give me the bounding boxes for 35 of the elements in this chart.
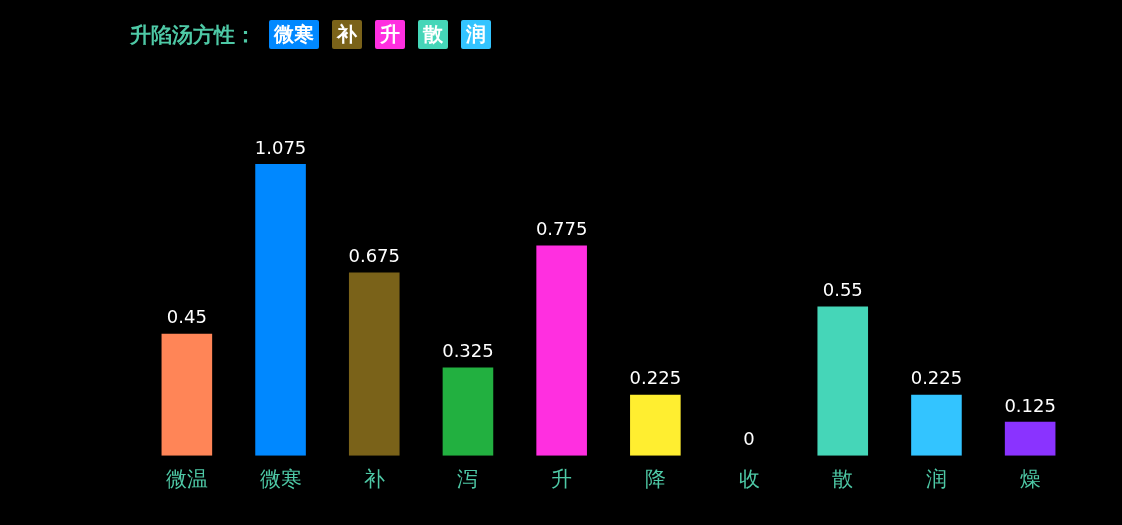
- x-tick-label: 微寒: [259, 466, 302, 491]
- x-tick-label: 散: [832, 466, 854, 491]
- x-tick-label: 补: [363, 466, 385, 491]
- data-label: 0.45: [166, 306, 207, 328]
- text: 散: [418, 20, 448, 49]
- text: 润: [461, 20, 491, 49]
- bar: [255, 163, 306, 456]
- bar: [817, 306, 869, 456]
- x-tick-label: 燥: [1019, 466, 1041, 491]
- data-label: 0.325: [442, 340, 494, 362]
- x-tick-label: 降: [644, 466, 666, 491]
- bar: [536, 245, 587, 456]
- x-tick-label: 泻: [457, 466, 479, 491]
- bar: [911, 394, 962, 456]
- data-label: 0: [743, 428, 755, 450]
- data-label: 0.55: [822, 279, 863, 301]
- chart-title: 升陷汤方性：: [130, 21, 256, 49]
- text: 微寒: [269, 20, 319, 49]
- data-label: 0.225: [910, 367, 963, 389]
- x-tick-label: 润: [925, 466, 947, 491]
- text: 补: [332, 20, 362, 49]
- data-label: 0.225: [629, 367, 682, 389]
- text: 升: [375, 20, 405, 49]
- bar: [1004, 421, 1056, 456]
- x-tick-label: 微温: [165, 466, 208, 491]
- bar: [630, 394, 681, 456]
- data-label: 1.075: [254, 136, 307, 158]
- x-tick-label: 升: [551, 466, 573, 491]
- data-label: 0.775: [535, 218, 588, 240]
- data-label: 0.125: [1004, 394, 1056, 416]
- data-label: 0.675: [348, 245, 401, 267]
- x-tick-label: 收: [738, 466, 760, 491]
- bar: [161, 333, 213, 456]
- bar: [348, 272, 400, 456]
- bar: [442, 367, 494, 456]
